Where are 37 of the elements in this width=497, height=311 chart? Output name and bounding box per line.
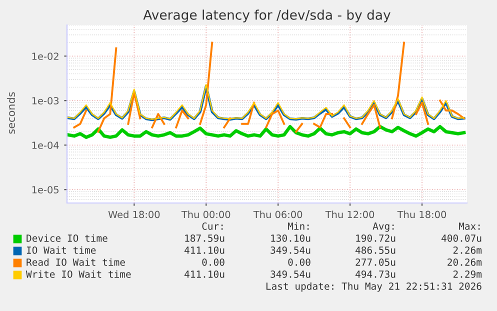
text: 349.54u bbox=[270, 246, 310, 254]
y-tick-label: 1e-05 bbox=[32, 186, 59, 194]
text: 349.54u bbox=[270, 270, 310, 278]
chart-title: Average latency for /dev/sda - by day bbox=[143, 10, 390, 22]
text: 130.10u bbox=[271, 234, 310, 242]
text: 2.29m bbox=[453, 270, 482, 278]
text: 190.72u bbox=[356, 234, 396, 242]
text: 20.26m bbox=[448, 258, 482, 266]
y-tick-label: 1e-02 bbox=[32, 52, 58, 60]
text: Min: bbox=[288, 222, 309, 230]
y-axis-title: seconds bbox=[6, 92, 16, 134]
y-tick-label: 1e-04 bbox=[32, 142, 59, 149]
x-tick-label: Thu 06:00 bbox=[253, 210, 302, 218]
y-tick-label: 1e-03 bbox=[32, 97, 59, 104]
text: 2.26m bbox=[453, 246, 482, 254]
legend-label: Device IO time bbox=[26, 234, 108, 242]
x-tick-label: Thu 12:00 bbox=[325, 210, 374, 218]
legend-label: Write IO Wait time bbox=[26, 270, 131, 278]
text: Avg: bbox=[372, 222, 394, 232]
text: 0.00 bbox=[202, 258, 224, 266]
x-tick-label: Wed 18:00 bbox=[108, 210, 160, 218]
x-tick-label: Thu 00:00 bbox=[181, 210, 230, 218]
text: Last update: Thu May 21 22:51:31 2026 bbox=[266, 282, 482, 292]
text: 486.55u bbox=[356, 246, 396, 254]
legend-label: IO Wait time bbox=[26, 246, 96, 254]
legend-label: Read IO Wait time bbox=[26, 258, 125, 266]
x-tick-label: Thu 18:00 bbox=[397, 210, 446, 218]
text: Max: bbox=[458, 222, 480, 230]
text: Cur: bbox=[202, 222, 223, 230]
text: 187.59u bbox=[185, 234, 224, 242]
line-series bbox=[67, 124, 466, 139]
text: 0.00 bbox=[288, 258, 310, 266]
text: 277.05u bbox=[356, 258, 396, 266]
text: 400.07u bbox=[442, 234, 482, 242]
text: 494.73u bbox=[356, 270, 396, 278]
text: 411.10u bbox=[184, 270, 224, 278]
text: 411.10u bbox=[184, 246, 224, 254]
